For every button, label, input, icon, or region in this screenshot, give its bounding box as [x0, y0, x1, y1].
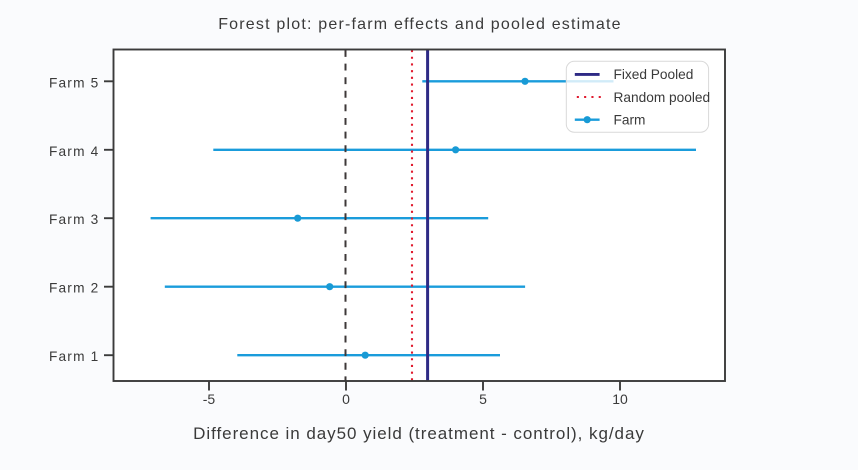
- svg-text:Farm 1: Farm 1: [49, 349, 100, 364]
- svg-text:Farm 4: Farm 4: [49, 144, 100, 159]
- svg-text:10: 10: [612, 391, 628, 407]
- svg-text:Farm: Farm: [614, 113, 646, 128]
- svg-text:Farm 3: Farm 3: [49, 212, 100, 227]
- svg-text:0: 0: [342, 391, 350, 407]
- svg-text:Forest plot: per-farm effects: Forest plot: per-farm effects and pooled…: [218, 16, 622, 33]
- svg-text:Farm 5: Farm 5: [49, 75, 100, 90]
- svg-text:Difference in day50 yield (tre: Difference in day50 yield (treatment - c…: [193, 424, 645, 443]
- svg-text:-5: -5: [203, 391, 216, 407]
- svg-text:Random pooled: Random pooled: [614, 90, 711, 105]
- svg-text:5: 5: [479, 391, 487, 407]
- svg-text:Farm 2: Farm 2: [49, 281, 100, 296]
- svg-text:Fixed Pooled: Fixed Pooled: [614, 67, 694, 82]
